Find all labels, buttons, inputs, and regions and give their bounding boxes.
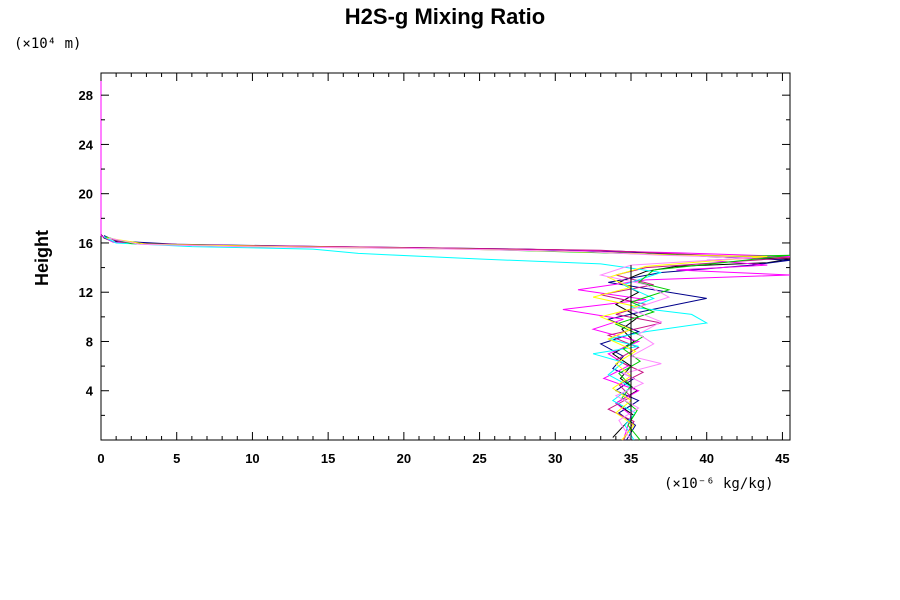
- series-line-3: [100, 73, 791, 441]
- axes-layer: 0 5 10 15 20 25 30 35 40 45 4 8 12 16 20 24 28: [79, 73, 790, 466]
- x-tick-label: 40: [699, 451, 713, 466]
- x-tick-label: 35: [624, 451, 638, 466]
- y-tick-label: 24: [79, 137, 94, 152]
- chart-title: H2S-g Mixing Ratio: [345, 4, 545, 29]
- plot-area: [100, 72, 791, 441]
- y-tick-label: 16: [79, 236, 93, 251]
- x-tick-label: 20: [397, 451, 411, 466]
- y-axis-label: Height: [32, 230, 52, 286]
- x-axis-unit: (×10⁻⁶ kg/kg): [664, 476, 774, 492]
- y-axis-unit: (×10⁴ m): [14, 36, 81, 52]
- plot-frame: [100, 72, 791, 441]
- y-tick-label: 8: [86, 334, 93, 349]
- x-tick-label: 0: [97, 451, 104, 466]
- x-tick-label: 15: [321, 451, 335, 466]
- x-tick-label: 30: [548, 451, 562, 466]
- series-layer: [100, 73, 791, 441]
- y-tick-label: 28: [79, 88, 93, 103]
- y-tick-label: 12: [79, 285, 93, 300]
- series-line-6: [105, 236, 791, 441]
- x-tick-label: 10: [245, 451, 259, 466]
- y-tick-label: 4: [86, 384, 94, 399]
- y-tick-label: 20: [79, 187, 93, 202]
- series-line-4: [105, 236, 791, 441]
- series-line-8: [108, 237, 753, 441]
- x-tick-label: 45: [775, 451, 789, 466]
- x-tick-label: 5: [173, 451, 180, 466]
- x-tick-label: 25: [472, 451, 486, 466]
